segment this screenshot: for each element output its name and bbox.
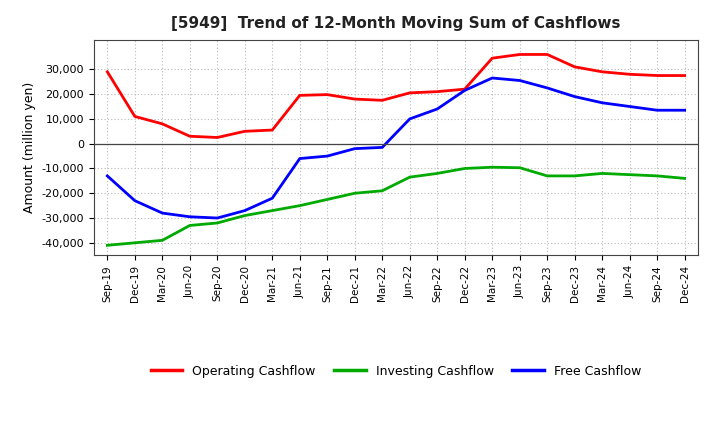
Investing Cashflow <box>240 213 249 218</box>
Investing Cashflow <box>405 175 414 180</box>
Investing Cashflow <box>158 238 166 243</box>
Free Cashflow <box>378 145 387 150</box>
Free Cashflow <box>351 146 359 151</box>
Investing Cashflow <box>433 171 441 176</box>
Line: Operating Cashflow: Operating Cashflow <box>107 55 685 137</box>
Free Cashflow <box>103 173 112 179</box>
Operating Cashflow <box>103 69 112 74</box>
Free Cashflow <box>295 156 304 161</box>
Operating Cashflow <box>543 52 552 57</box>
Free Cashflow <box>130 198 139 203</box>
Operating Cashflow <box>488 55 497 61</box>
Investing Cashflow <box>268 208 276 213</box>
Free Cashflow <box>460 88 469 93</box>
Operating Cashflow <box>680 73 689 78</box>
Operating Cashflow <box>130 114 139 119</box>
Operating Cashflow <box>351 96 359 102</box>
Free Cashflow <box>323 154 332 159</box>
Operating Cashflow <box>268 128 276 133</box>
Operating Cashflow <box>378 98 387 103</box>
Free Cashflow <box>598 100 606 106</box>
Operating Cashflow <box>570 64 579 70</box>
Investing Cashflow <box>488 165 497 170</box>
Free Cashflow <box>626 104 634 109</box>
Free Cashflow <box>570 94 579 99</box>
Operating Cashflow <box>213 135 222 140</box>
Operating Cashflow <box>405 90 414 95</box>
Free Cashflow <box>433 106 441 112</box>
Operating Cashflow <box>653 73 662 78</box>
Free Cashflow <box>405 116 414 121</box>
Investing Cashflow <box>213 220 222 226</box>
Legend: Operating Cashflow, Investing Cashflow, Free Cashflow: Operating Cashflow, Investing Cashflow, … <box>146 359 646 383</box>
Line: Investing Cashflow: Investing Cashflow <box>107 167 685 245</box>
Operating Cashflow <box>323 92 332 97</box>
Line: Free Cashflow: Free Cashflow <box>107 78 685 218</box>
Operating Cashflow <box>240 128 249 134</box>
Investing Cashflow <box>626 172 634 177</box>
Investing Cashflow <box>323 197 332 202</box>
Investing Cashflow <box>130 240 139 246</box>
Operating Cashflow <box>295 93 304 98</box>
Free Cashflow <box>543 85 552 91</box>
Free Cashflow <box>240 208 249 213</box>
Operating Cashflow <box>516 52 524 57</box>
Investing Cashflow <box>295 203 304 208</box>
Investing Cashflow <box>653 173 662 179</box>
Investing Cashflow <box>570 173 579 179</box>
Investing Cashflow <box>460 166 469 171</box>
Y-axis label: Amount (million yen): Amount (million yen) <box>23 82 36 213</box>
Operating Cashflow <box>460 87 469 92</box>
Investing Cashflow <box>680 176 689 181</box>
Operating Cashflow <box>626 72 634 77</box>
Free Cashflow <box>680 108 689 113</box>
Investing Cashflow <box>598 171 606 176</box>
Free Cashflow <box>268 195 276 201</box>
Free Cashflow <box>186 214 194 220</box>
Operating Cashflow <box>433 89 441 94</box>
Investing Cashflow <box>351 191 359 196</box>
Free Cashflow <box>653 108 662 113</box>
Operating Cashflow <box>158 121 166 126</box>
Investing Cashflow <box>516 165 524 170</box>
Free Cashflow <box>488 75 497 81</box>
Investing Cashflow <box>186 223 194 228</box>
Title: [5949]  Trend of 12-Month Moving Sum of Cashflows: [5949] Trend of 12-Month Moving Sum of C… <box>171 16 621 32</box>
Free Cashflow <box>213 216 222 221</box>
Operating Cashflow <box>186 134 194 139</box>
Investing Cashflow <box>103 242 112 248</box>
Investing Cashflow <box>543 173 552 179</box>
Investing Cashflow <box>378 188 387 194</box>
Free Cashflow <box>158 210 166 216</box>
Free Cashflow <box>516 78 524 83</box>
Operating Cashflow <box>598 69 606 74</box>
